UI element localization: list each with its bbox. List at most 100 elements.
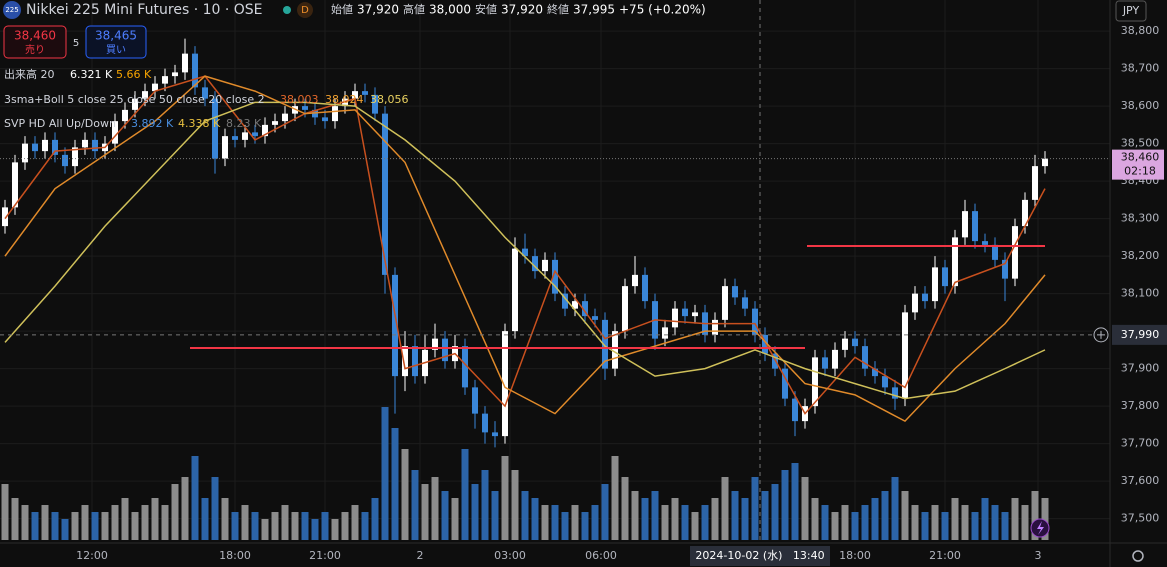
- volume-bar: [321, 512, 329, 540]
- volume-bar: [241, 505, 249, 540]
- candle-body: [732, 286, 738, 298]
- buy-button[interactable]: [85, 25, 147, 59]
- currency[interactable]: JPY: [1122, 4, 1140, 17]
- volume-bar: [941, 512, 949, 540]
- volume-bar: [1021, 505, 1029, 540]
- y-tick-label: 38,600: [1121, 99, 1160, 112]
- volume-bar: [361, 512, 369, 540]
- volume-bar: [981, 498, 989, 540]
- change: +75 (+0.20%): [619, 3, 706, 17]
- volume-bar: [71, 512, 79, 540]
- candle-body: [52, 139, 58, 155]
- volume-bar: [201, 498, 209, 540]
- volume-bar: [391, 428, 399, 540]
- indicator-name[interactable]: 3sma+Boll 5 close 25 close 50 close 20 c…: [4, 93, 265, 106]
- candle-body: [712, 319, 718, 335]
- countdown: 02:18: [1124, 165, 1156, 178]
- volume-bar: [211, 477, 219, 540]
- candle-body: [972, 211, 978, 242]
- candle-body: [502, 331, 508, 437]
- y-tick-label: 37,500: [1121, 512, 1160, 525]
- crosshair-x-box: [690, 546, 830, 566]
- volume-bar: [331, 519, 339, 540]
- buy-label[interactable]: 買い: [106, 44, 126, 56]
- y-tick-label: 38,200: [1121, 249, 1160, 262]
- status-dot: [283, 6, 291, 14]
- candle-body: [992, 244, 998, 260]
- sell-button[interactable]: [3, 25, 67, 59]
- candle-body: [752, 308, 758, 335]
- volume-bar: [811, 498, 819, 540]
- candle-body: [62, 154, 68, 167]
- volume-bar: [831, 512, 839, 540]
- candle-body: [382, 113, 388, 275]
- candle-body: [302, 106, 308, 110]
- sell-label[interactable]: 売り: [25, 43, 45, 56]
- candle-body: [472, 387, 478, 414]
- candle-body: [782, 368, 788, 399]
- y-tick-label: 37,800: [1121, 399, 1160, 412]
- candle-body: [1042, 158, 1048, 167]
- indicator-value: 6.321 K: [70, 68, 113, 81]
- crosshair-add-plus: [1097, 330, 1105, 339]
- volume-bar: [801, 477, 809, 540]
- volume-bar: [131, 512, 139, 540]
- volume-bar: [161, 505, 169, 540]
- symbol[interactable]: Nikkei 225 Mini Futures · 10 · OSE: [26, 2, 263, 18]
- volume-bar: [11, 498, 19, 540]
- indicator-name[interactable]: SVP HD All Up/Down: [4, 117, 116, 130]
- candle-body: [182, 53, 188, 73]
- candle-body: [722, 286, 728, 320]
- volume-bar: [281, 505, 289, 540]
- candle-body: [662, 327, 668, 339]
- settings-icon[interactable]: [1132, 550, 1144, 562]
- candle-body: [142, 91, 148, 99]
- volume-bar: [1011, 498, 1019, 540]
- volume-bar: [991, 505, 999, 540]
- candle-body: [922, 293, 928, 302]
- candle-body: [862, 346, 868, 369]
- buy-price[interactable]: 38,465: [95, 29, 137, 43]
- volume-bar: [881, 491, 889, 540]
- candle-body: [672, 308, 678, 328]
- volume-bar: [221, 498, 229, 540]
- volume-bar: [891, 477, 899, 540]
- volume-bar: [921, 512, 929, 540]
- spread: 5: [73, 38, 79, 49]
- indicator-value: 8.23 K: [226, 117, 262, 130]
- candle-body: [592, 316, 598, 320]
- volume-bar: [551, 505, 559, 540]
- volume-bar: [911, 505, 919, 540]
- candle-body: [1012, 226, 1018, 279]
- badge-text: D: [301, 5, 309, 16]
- volume-bar: [441, 491, 449, 540]
- volume-bar: [821, 505, 829, 540]
- volume-bar: [541, 505, 549, 540]
- volume-bar: [531, 498, 539, 540]
- volume-bar: [111, 505, 119, 540]
- crosshair-y-box: [1112, 324, 1167, 345]
- indicator-value: 38,056: [370, 93, 409, 106]
- candle-body: [212, 98, 218, 159]
- candle-body: [22, 143, 28, 163]
- volume-bar: [181, 477, 189, 540]
- candle-body: [12, 162, 18, 208]
- alert-icon-bolt: [1037, 521, 1044, 535]
- candle-body: [742, 297, 748, 309]
- volume-bar: [291, 512, 299, 540]
- volume-bar: [961, 505, 969, 540]
- volume-bar: [641, 498, 649, 540]
- sell-price[interactable]: 38,460: [14, 29, 56, 43]
- volume-bar: [51, 512, 59, 540]
- indicator-value: 4.338 K: [178, 117, 221, 130]
- candle-body: [132, 98, 138, 110]
- indicator-name[interactable]: 出来高 20: [4, 67, 55, 81]
- volume-bar: [411, 470, 419, 540]
- volume-bar: [471, 484, 479, 540]
- candle-body: [552, 259, 558, 294]
- x-tick-label: 06:00: [585, 549, 617, 562]
- indicator-value: 38,024: [325, 93, 364, 106]
- candle-body: [262, 124, 268, 137]
- volume-pane: [1, 407, 1049, 540]
- currency-button[interactable]: [1115, 0, 1147, 22]
